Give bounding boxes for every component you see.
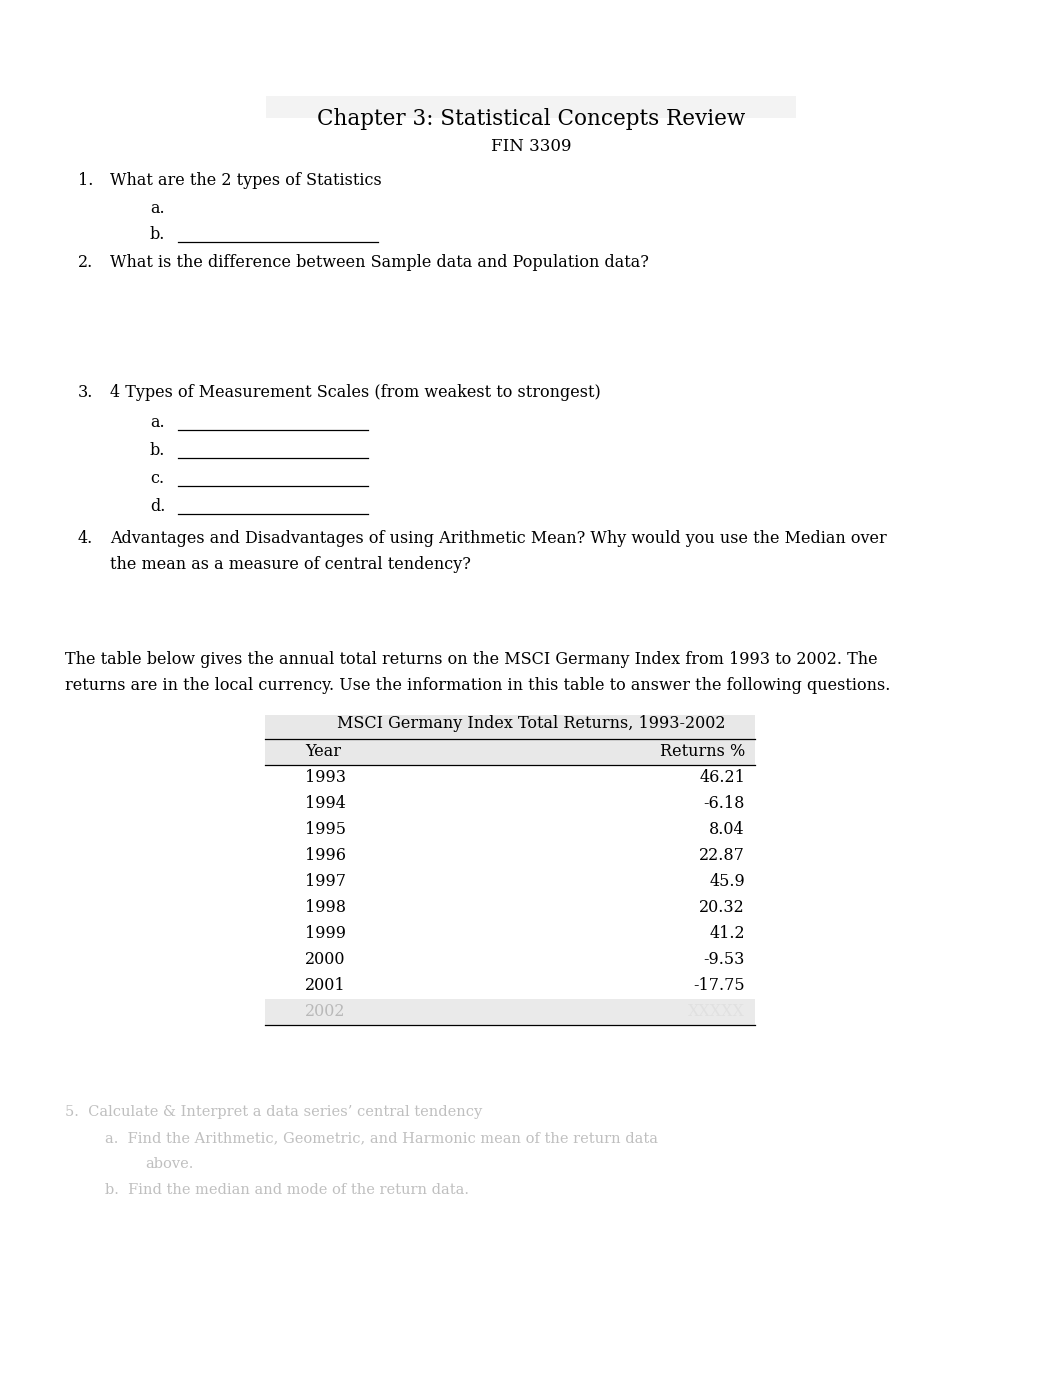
Bar bbox=[266, 715, 755, 766]
Text: XXXXX: XXXXX bbox=[688, 1004, 746, 1020]
Bar bbox=[266, 998, 755, 1024]
Text: 4.: 4. bbox=[78, 530, 93, 547]
Text: 1.: 1. bbox=[78, 172, 93, 189]
Text: 2000: 2000 bbox=[305, 952, 345, 968]
Text: b.: b. bbox=[150, 226, 166, 242]
Text: 1993: 1993 bbox=[305, 770, 346, 786]
Text: MSCI Germany Index Total Returns, 1993-2002: MSCI Germany Index Total Returns, 1993-2… bbox=[337, 715, 725, 733]
Text: 3.: 3. bbox=[78, 384, 93, 401]
Text: d.: d. bbox=[150, 498, 166, 515]
Text: 46.21: 46.21 bbox=[699, 770, 746, 786]
Text: 8.04: 8.04 bbox=[709, 822, 746, 839]
Text: 20.32: 20.32 bbox=[699, 899, 746, 917]
Text: 4 Types of Measurement Scales (from weakest to strongest): 4 Types of Measurement Scales (from weak… bbox=[110, 384, 601, 401]
Text: c.: c. bbox=[150, 470, 165, 487]
Text: a.  Find the Arithmetic, Geometric, and Harmonic mean of the return data: a. Find the Arithmetic, Geometric, and H… bbox=[105, 1131, 658, 1146]
Text: 1999: 1999 bbox=[305, 925, 346, 942]
Text: -6.18: -6.18 bbox=[704, 796, 746, 812]
Bar bbox=[266, 96, 796, 118]
Text: -9.53: -9.53 bbox=[704, 952, 746, 968]
Text: FIN 3309: FIN 3309 bbox=[491, 138, 571, 156]
Text: a.: a. bbox=[150, 414, 165, 431]
Text: b.: b. bbox=[150, 442, 166, 459]
Text: Year: Year bbox=[305, 744, 341, 760]
Text: What are the 2 types of Statistics: What are the 2 types of Statistics bbox=[110, 172, 381, 189]
Text: 45.9: 45.9 bbox=[709, 873, 746, 891]
Text: the mean as a measure of central tendency?: the mean as a measure of central tendenc… bbox=[110, 556, 470, 573]
Text: b.  Find the median and mode of the return data.: b. Find the median and mode of the retur… bbox=[105, 1183, 469, 1197]
Text: Returns %: Returns % bbox=[660, 744, 746, 760]
Text: 5.  Calculate & Interpret a data series’ central tendency: 5. Calculate & Interpret a data series’ … bbox=[65, 1104, 482, 1120]
Text: Advantages and Disadvantages of using Arithmetic Mean? Why would you use the Med: Advantages and Disadvantages of using Ar… bbox=[110, 530, 887, 547]
Text: Chapter 3: Statistical Concepts Review: Chapter 3: Statistical Concepts Review bbox=[316, 107, 746, 129]
Text: 2001: 2001 bbox=[305, 978, 345, 994]
Text: 1994: 1994 bbox=[305, 796, 346, 812]
Text: -17.75: -17.75 bbox=[693, 978, 746, 994]
Text: The table below gives the annual total returns on the MSCI Germany Index from 19: The table below gives the annual total r… bbox=[65, 651, 877, 668]
Text: 1995: 1995 bbox=[305, 822, 346, 839]
Text: 22.87: 22.87 bbox=[699, 847, 746, 865]
Text: 41.2: 41.2 bbox=[709, 925, 746, 942]
Text: above.: above. bbox=[145, 1157, 193, 1170]
Text: returns are in the local currency. Use the information in this table to answer t: returns are in the local currency. Use t… bbox=[65, 677, 890, 694]
Text: What is the difference between Sample data and Population data?: What is the difference between Sample da… bbox=[110, 253, 649, 271]
Text: 1996: 1996 bbox=[305, 847, 346, 865]
Text: 1998: 1998 bbox=[305, 899, 346, 917]
Text: a.: a. bbox=[150, 200, 165, 218]
Text: 2002: 2002 bbox=[305, 1004, 345, 1020]
Text: 2.: 2. bbox=[78, 253, 93, 271]
Text: 1997: 1997 bbox=[305, 873, 346, 891]
